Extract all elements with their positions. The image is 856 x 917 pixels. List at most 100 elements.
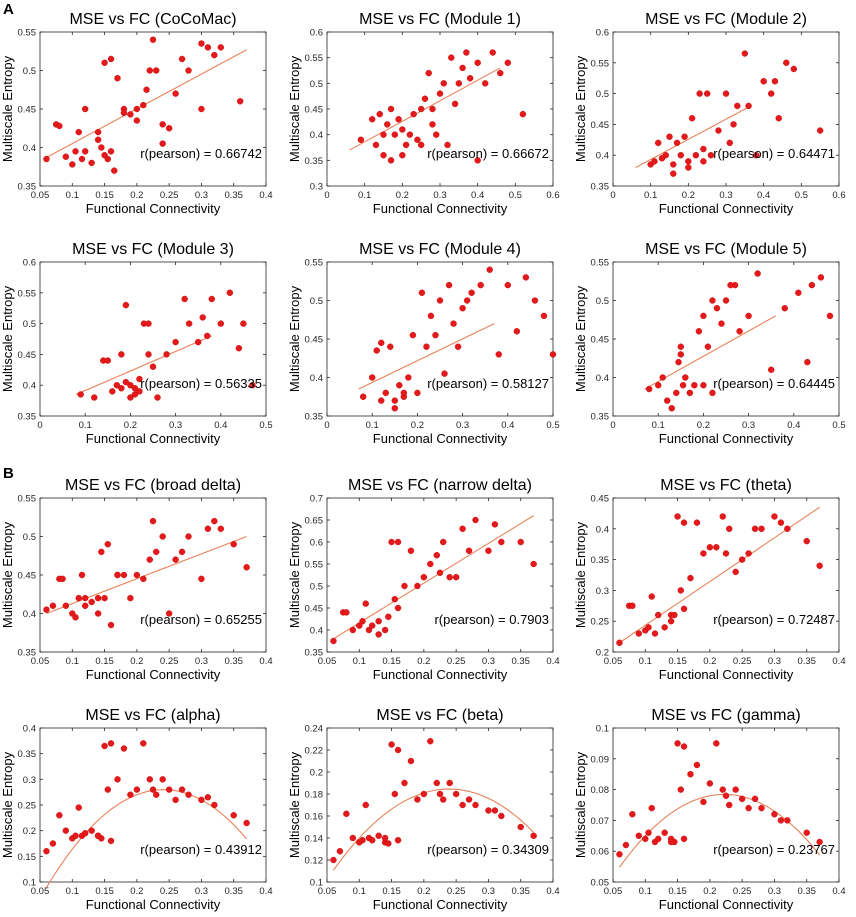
x-axis-label: Functional Connectivity: [659, 667, 794, 682]
x-tick-label: 0: [610, 420, 615, 431]
y-tick-label: 0.05: [591, 878, 610, 889]
data-point: [673, 139, 681, 147]
data-point: [477, 281, 484, 289]
data-point: [107, 621, 115, 629]
data-point: [243, 564, 250, 571]
data-point: [421, 95, 429, 102]
data-point: [495, 351, 502, 358]
data-point: [56, 812, 63, 819]
y-tick-label: 0.55: [591, 258, 610, 269]
x-tick-label: 0.4: [501, 420, 514, 431]
x-tick-label: 0.3: [195, 190, 208, 201]
data-point: [661, 624, 668, 631]
data-point: [399, 151, 406, 159]
chart-title: MSE vs FC (alpha): [85, 707, 220, 724]
y-tick-label: 0.55: [305, 53, 324, 64]
x-tick-label: 0.2: [130, 886, 143, 897]
data-point: [146, 776, 153, 783]
data-point: [635, 630, 643, 637]
data-point: [211, 801, 218, 809]
y-tick-label: 0.45: [591, 335, 610, 346]
y-tick-label: 0.35: [18, 749, 37, 760]
data-point: [655, 835, 662, 843]
data-point: [385, 613, 392, 620]
y-tick-label: 0.6: [23, 258, 36, 269]
data-point: [127, 111, 134, 118]
x-tick-label: 0.25: [160, 656, 179, 667]
y-axis-label: Multiscale Entropy: [0, 751, 15, 858]
data-point: [452, 574, 460, 581]
x-tick-label: 0.3: [482, 656, 495, 667]
data-point: [94, 136, 102, 144]
data-point: [722, 792, 730, 799]
data-point: [81, 148, 89, 155]
y-axis-label: Multiscale Entropy: [0, 521, 15, 628]
data-point: [111, 167, 118, 174]
x-tick-label: 0.1: [353, 656, 366, 667]
x-tick-label: 0.2: [703, 656, 716, 667]
data-point: [107, 148, 115, 155]
pearson-annotation: r(pearson) = 0.65255: [140, 612, 262, 627]
data-point: [149, 36, 157, 43]
x-tick-label: 0.1: [358, 190, 371, 201]
data-point: [795, 289, 802, 296]
data-point: [133, 105, 141, 113]
data-point: [109, 388, 116, 395]
data-point: [81, 105, 89, 113]
x-tick-label: 0.4: [546, 656, 559, 667]
data-point: [414, 136, 421, 144]
data-point: [369, 116, 376, 123]
y-tick-label: 0.55: [18, 288, 37, 299]
x-tick-label: 0.1: [66, 656, 79, 667]
data-point: [648, 804, 655, 812]
data-point: [49, 840, 57, 847]
x-tick-label: 0.4: [757, 190, 770, 201]
y-tick-label: 0.5: [310, 582, 323, 593]
fit-line: [333, 515, 534, 640]
data-point: [504, 281, 511, 289]
x-tick-label: 0.3: [433, 190, 446, 201]
data-point: [330, 637, 337, 645]
pearson-annotation: r(pearson) = 0.66672: [427, 146, 549, 161]
data-point: [463, 297, 471, 304]
data-point: [77, 391, 84, 398]
y-tick-label: 0.1: [310, 878, 323, 889]
chart-9: 0.05 0.1 0.15 0.2 0.25 0.3 0.35 0.4 0.2 0.25 0.3 0.…: [573, 477, 846, 682]
data-point: [407, 757, 415, 765]
y-tick-label: 0.65: [305, 516, 324, 527]
data-point: [145, 320, 152, 327]
data-point: [378, 339, 385, 347]
data-point: [401, 582, 408, 590]
panel-label-a: A: [3, 1, 14, 18]
data-point: [381, 626, 389, 634]
data-point: [185, 791, 192, 798]
data-point: [674, 513, 681, 520]
data-point: [655, 139, 662, 147]
x-tick-label: 0.15: [668, 886, 687, 897]
plot-frame: [326, 261, 554, 417]
data-point: [715, 127, 722, 134]
y-tick-label: 0.6: [310, 538, 323, 549]
data-point: [72, 614, 79, 621]
x-axis-label: Functional Connectivity: [659, 201, 794, 216]
data-point: [517, 823, 524, 831]
y-tick-label: 0.25: [591, 617, 610, 628]
data-point: [204, 525, 212, 532]
data-point: [172, 90, 179, 97]
data-point: [417, 141, 425, 149]
data-point: [450, 320, 457, 327]
data-point: [670, 161, 677, 168]
data-point: [781, 305, 788, 312]
x-tick-label: 0.4: [214, 420, 227, 431]
data-point: [677, 786, 684, 793]
y-tick-label: 0.55: [305, 258, 324, 269]
data-point: [94, 594, 102, 602]
data-point: [673, 389, 680, 397]
x-tick-label: 0.25: [733, 656, 752, 667]
data-point: [655, 611, 662, 619]
data-point: [549, 351, 557, 358]
y-tick-label: 0.35: [591, 555, 610, 566]
data-point: [808, 281, 816, 289]
y-tick-label: 0.35: [305, 412, 324, 423]
